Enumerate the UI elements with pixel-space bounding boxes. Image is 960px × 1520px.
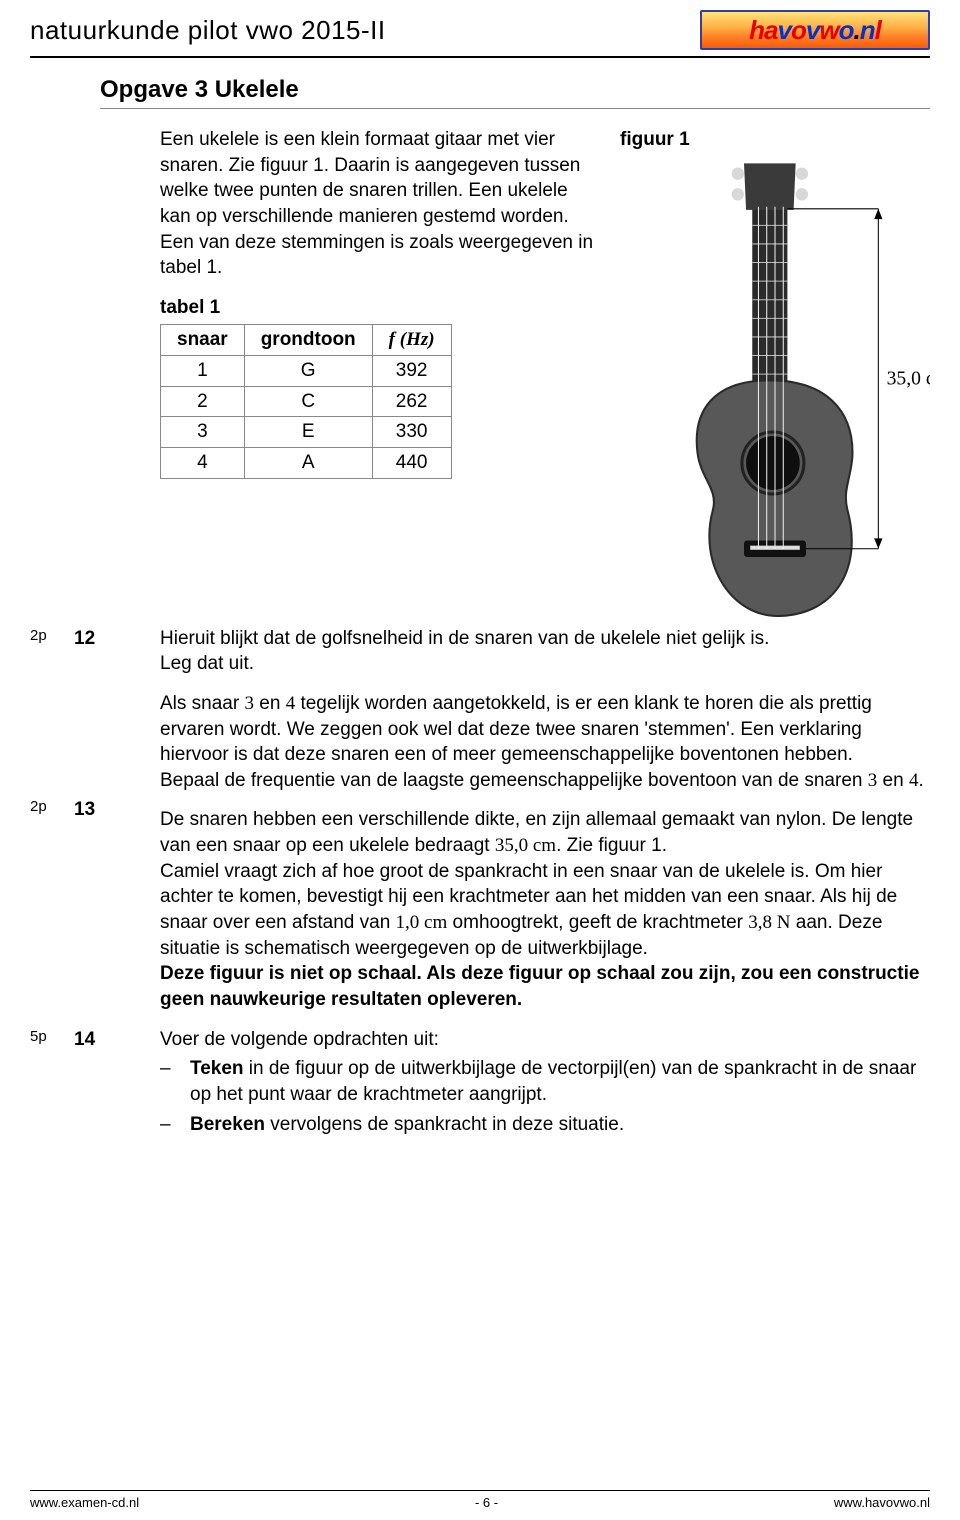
q12-number: 12	[74, 626, 95, 652]
footer-left: www.examen-cd.nl	[30, 1495, 139, 1510]
q12-points: 2p	[30, 626, 47, 646]
para-s2: Camiel vraagt zich af hoe groot de spank…	[160, 859, 930, 962]
table-label: tabel 1	[160, 295, 600, 321]
table-header-row: snaar grondtoon f (Hz)	[161, 325, 452, 356]
intro-text: Een ukelele is een klein formaat gitaar …	[160, 127, 600, 636]
q13-block: 2p 13 Als snaar 3 en 4 tegelijk worden a…	[30, 691, 930, 794]
table-row: 1 G 392	[161, 356, 452, 387]
q13-pre: Als snaar 3 en 4 tegelijk worden aangeto…	[160, 691, 930, 768]
q14-task2: Bereken vervolgens de spankracht in deze…	[160, 1112, 930, 1138]
ukulele-figure: 35,0 cm	[620, 153, 930, 628]
para-block: De snaren hebben een verschillende dikte…	[30, 807, 930, 1012]
figure-annotation: 35,0 cm	[887, 368, 930, 389]
intro-paragraph: Een ukelele is een klein formaat gitaar …	[160, 127, 600, 281]
opgave-underline	[100, 108, 930, 109]
page-footer: www.examen-cd.nl - 6 - www.havovwo.nl	[30, 1490, 930, 1510]
footer-right: www.havovwo.nl	[834, 1495, 930, 1510]
intro-block: Een ukelele is een klein formaat gitaar …	[30, 127, 930, 636]
q13-task: Bepaal de frequentie van de laagste geme…	[160, 768, 930, 794]
footer-center: - 6 -	[475, 1495, 498, 1510]
para-s1: De snaren hebben een verschillende dikte…	[160, 807, 930, 858]
content: Een ukelele is een klein formaat gitaar …	[30, 127, 930, 1137]
logo-text: havovwo.nl	[700, 10, 930, 50]
q12-pre: Hieruit blijkt dat de golfsnelheid in de…	[160, 626, 930, 652]
header-rule	[30, 56, 930, 58]
q12-block: 2p 12 Hieruit blijkt dat de golfsnelheid…	[30, 626, 930, 677]
q14-lead: Voer de volgende opdrachten uit:	[160, 1027, 930, 1053]
q14-block: 5p 14 Voer de volgende opdrachten uit: T…	[30, 1027, 930, 1138]
th-grondtoon: grondtoon	[244, 325, 372, 356]
q14-points: 5p	[30, 1027, 47, 1047]
table-row: 3 E 330	[161, 417, 452, 448]
table-row: 4 A 440	[161, 448, 452, 479]
page-header: natuurkunde pilot vwo 2015-II havovwo.nl	[0, 0, 960, 54]
site-logo: havovwo.nl	[700, 10, 930, 50]
q12-task: Leg dat uit.	[160, 651, 930, 677]
q14-tasks: Teken in de figuur op de uitwerkbijlage …	[160, 1056, 930, 1137]
th-fhz: f (Hz)	[372, 325, 451, 356]
opgave-title: Opgave 3 Ukelele	[100, 76, 960, 104]
q14-number: 14	[74, 1027, 95, 1053]
table-row: 2 C 262	[161, 386, 452, 417]
tuning-table: snaar grondtoon f (Hz) 1 G 392 2	[160, 324, 452, 478]
para-s3: Deze figuur is niet op schaal. Als deze …	[160, 961, 930, 1012]
q14-task1: Teken in de figuur op de uitwerkbijlage …	[160, 1056, 930, 1107]
figure-column: figuur 1	[620, 127, 930, 636]
th-snaar: snaar	[161, 325, 245, 356]
figure-label: figuur 1	[620, 127, 930, 153]
header-title: natuurkunde pilot vwo 2015-II	[30, 15, 386, 46]
intro-row: Een ukelele is een klein formaat gitaar …	[160, 127, 930, 636]
